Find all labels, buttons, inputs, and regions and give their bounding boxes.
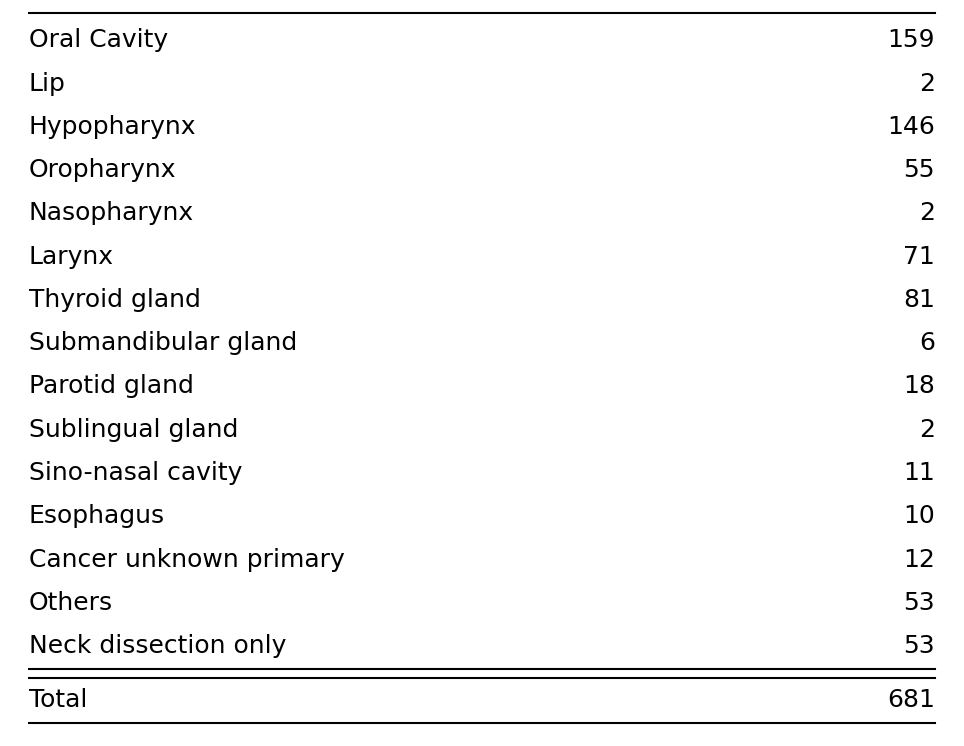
Text: 12: 12: [903, 548, 935, 571]
Text: 55: 55: [903, 158, 935, 182]
Text: Oropharynx: Oropharynx: [29, 158, 176, 182]
Text: Sublingual gland: Sublingual gland: [29, 418, 238, 442]
Text: Total: Total: [29, 688, 88, 712]
Text: 2: 2: [919, 72, 935, 95]
Text: Others: Others: [29, 591, 113, 615]
Text: Esophagus: Esophagus: [29, 504, 165, 528]
Text: Larynx: Larynx: [29, 245, 114, 269]
Text: 18: 18: [903, 374, 935, 398]
Text: Nasopharynx: Nasopharynx: [29, 201, 194, 225]
Text: 2: 2: [919, 418, 935, 442]
Text: Neck dissection only: Neck dissection only: [29, 634, 286, 658]
Text: 6: 6: [919, 331, 935, 355]
Text: Oral Cavity: Oral Cavity: [29, 28, 168, 52]
Text: Submandibular gland: Submandibular gland: [29, 331, 297, 355]
Text: Parotid gland: Parotid gland: [29, 374, 194, 398]
Text: Cancer unknown primary: Cancer unknown primary: [29, 548, 345, 571]
Text: 159: 159: [888, 28, 935, 52]
Text: 53: 53: [903, 591, 935, 615]
Text: 71: 71: [903, 245, 935, 269]
Text: 81: 81: [903, 288, 935, 312]
Text: Thyroid gland: Thyroid gland: [29, 288, 201, 312]
Text: 681: 681: [887, 688, 935, 712]
Text: Sino-nasal cavity: Sino-nasal cavity: [29, 461, 242, 485]
Text: 53: 53: [903, 634, 935, 658]
Text: Hypopharynx: Hypopharynx: [29, 115, 197, 139]
Text: 11: 11: [903, 461, 935, 485]
Text: 2: 2: [919, 201, 935, 225]
Text: Lip: Lip: [29, 72, 66, 95]
Text: 10: 10: [903, 504, 935, 528]
Text: 146: 146: [887, 115, 935, 139]
